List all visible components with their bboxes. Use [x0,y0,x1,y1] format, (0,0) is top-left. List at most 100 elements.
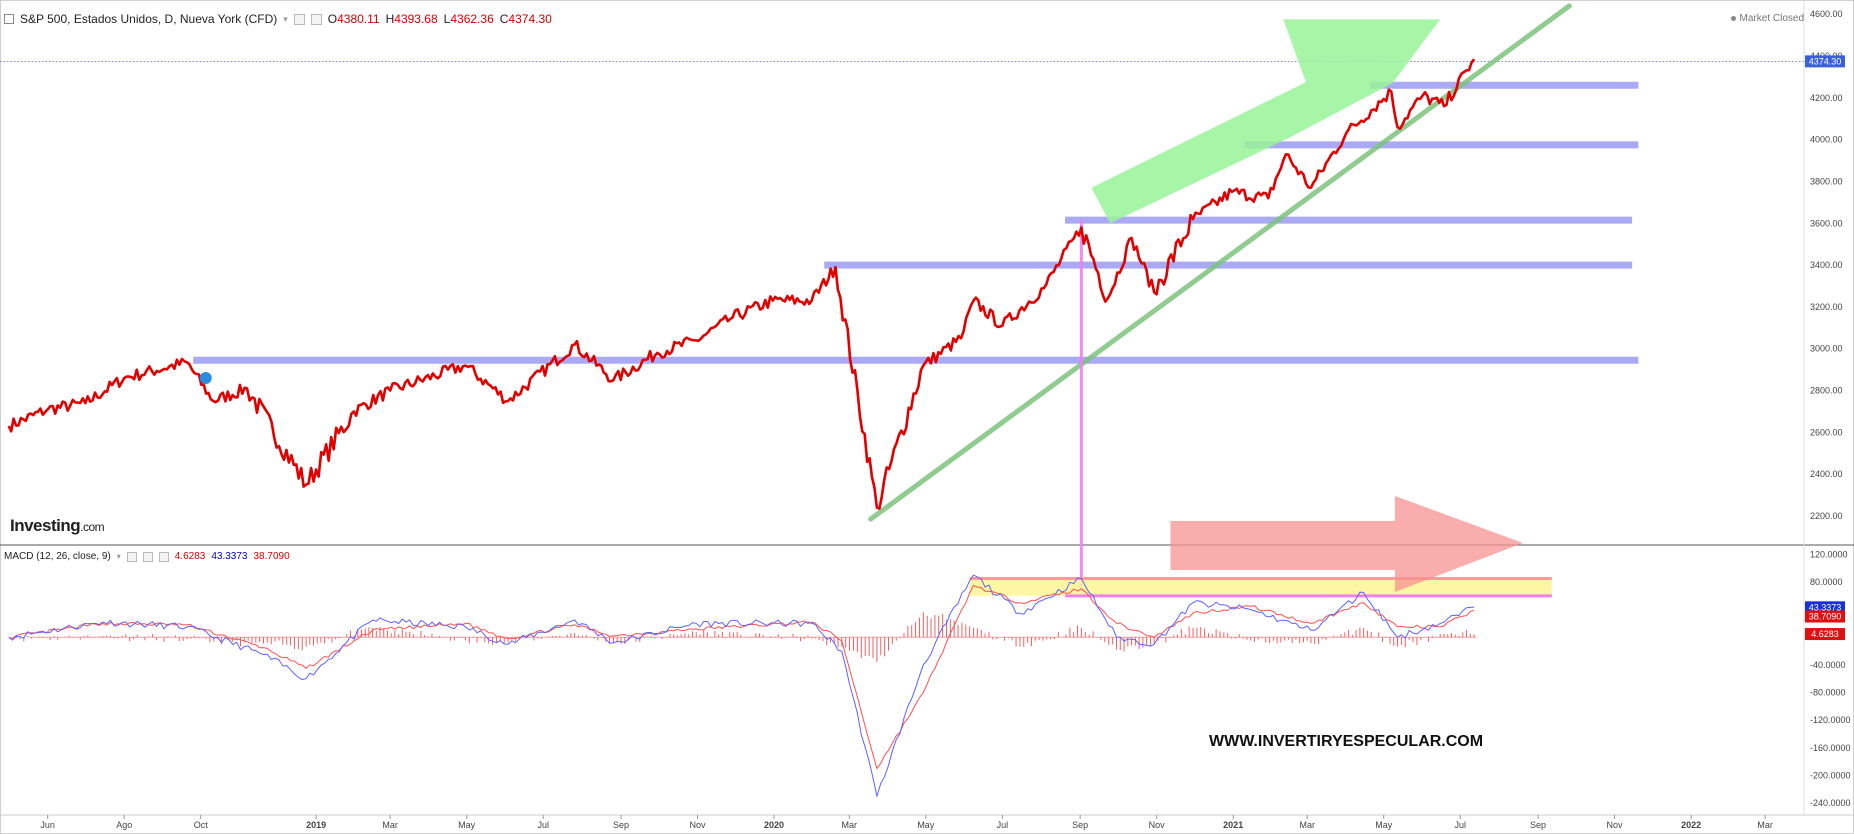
watermark: WWW.INVERTIRYESPECULAR.COM [1209,733,1484,750]
time-tick-label: Nov [690,820,707,830]
price-tick-label: 4000.00 [1810,135,1843,145]
settings-icon[interactable] [293,13,305,25]
price-tick-label: 3400.00 [1810,260,1843,270]
hist-value-badge-bg [1805,628,1845,641]
dropdown-icon[interactable]: ▾ [116,552,121,561]
macd-tick-label: 80.0000 [1810,577,1843,587]
price-tick-label: 2600.00 [1810,427,1843,437]
right-arrow-annotation [1170,496,1523,592]
time-tick-label: Jul [997,820,1009,830]
macd-tick-label: -80.0000 [1810,688,1846,698]
market-status-text: Market Closed [1739,13,1804,24]
drawings[interactable] [0,3,1804,598]
time-tick-label: Sep [1072,820,1088,830]
low-value: 4362.36 [450,12,494,26]
macd-name[interactable]: MACD (12, 26, close, 9) [4,551,111,562]
support-level-band [193,356,1639,364]
status-dot-icon [1730,15,1736,21]
time-tick-label: 2019 [306,820,326,830]
macd-series [8,574,1477,799]
time-tick-label: Jun [40,820,55,830]
hide-icon[interactable] [142,551,153,562]
open-label: O [327,12,338,26]
time-tick-label: Jul [537,820,549,830]
price-tick-label: 3000.00 [1810,344,1843,354]
macd-highlight-zone [969,578,1552,596]
price-tick-label: 2400.00 [1810,469,1843,479]
support-level-band [1369,81,1639,89]
time-tick-label: 2021 [1223,820,1243,830]
time-axis: Jun Ago Oct 2019 Mar May Jul Sep Nov 2020 Mar May Ju… [40,815,1773,830]
macd-tick-label: -240.0000 [1810,798,1851,808]
time-tick-label: May [458,820,476,830]
close-label: C [499,12,509,26]
ohlc-high: H4393.68 [386,12,438,26]
time-tick-label: Ago [116,820,132,830]
time-tick-label: Nov [1607,820,1624,830]
time-tick-label: Mar [382,820,398,830]
hide-icon[interactable] [310,13,322,25]
macd-value-badge: 43.3373 [1809,602,1842,612]
macd-tick-label: -40.0000 [1810,660,1846,670]
macd-tick-label: -160.0000 [1810,743,1851,753]
time-tick-label: May [917,820,935,830]
price-axis: 4600.004400.004200.004000.003800.003600.… [1810,9,1843,521]
macd-value-badge-bg [1805,601,1845,614]
low-label: L [443,12,451,26]
price-tick-label: 4200.00 [1810,93,1843,103]
vertical-marker-line [1079,220,1083,596]
last-price-badge-bg [1805,55,1845,68]
close-icon[interactable] [158,551,169,562]
ohlc-close: C4374.30 [500,12,552,26]
price-series [7,58,1476,510]
price-line [7,58,1476,510]
instrument-name[interactable]: S&P 500, Estados Unidos, D, Nueva York (… [20,12,278,26]
macd-value: 43.3373 [211,551,248,562]
up-arrow-annotation [1091,19,1441,224]
time-tick-label: Mar [842,820,858,830]
macd-tick-label: -120.0000 [1810,715,1851,725]
signal-value-badge-bg [1805,610,1845,623]
time-tick-label: Sep [613,820,629,830]
macd-signal-line [8,584,1475,770]
price-tick-label: 2800.00 [1810,386,1843,396]
market-status: Market Closed [1730,13,1804,24]
logo-main: Investing [10,516,81,535]
macd-header: MACD (12, 26, close, 9) ▾ 4.6283 43.3373… [4,551,290,562]
ohlc-open: O4380.11 [328,12,380,26]
time-tick-label: Jul [1455,820,1467,830]
high-label: H [385,12,395,26]
macd-line [8,574,1475,799]
collapse-icon[interactable] [4,14,14,24]
dropdown-icon[interactable]: ▾ [283,13,288,24]
time-tick-label: 2022 [1681,820,1701,830]
price-tick-label: 3800.00 [1810,176,1843,186]
time-tick-label: Nov [1149,820,1166,830]
support-level-band [1065,216,1633,224]
price-tick-label: 3600.00 [1810,218,1843,228]
macd-tick-label: -200.0000 [1810,770,1851,780]
signal-value-badge: 38.7090 [1809,612,1842,622]
event-marker-icon [199,372,212,384]
symbol-header: S&P 500, Estados Unidos, D, Nueva York (… [4,12,552,26]
close-value: 4374.30 [508,12,552,26]
hist-value-badge: 4.6283 [1811,629,1839,639]
open-value: 4380.11 [337,12,380,26]
macd-signal-value: 38.7090 [253,551,290,562]
time-tick-label: Mar [1757,820,1773,830]
time-tick-label: 2020 [764,820,784,830]
time-tick-label: Oct [194,820,209,830]
high-value: 4393.68 [394,12,438,26]
price-tick-label: 3200.00 [1810,302,1843,312]
ohlc-low: L4362.36 [444,12,494,26]
ascending-trendline [868,3,1572,522]
time-tick-label: May [1375,820,1393,830]
settings-icon[interactable] [126,551,137,562]
logo-suffix: .com [80,520,105,534]
macd-tick-label: 120.0000 [1810,549,1848,559]
last-price-badge: 4374.30 [1809,56,1842,66]
